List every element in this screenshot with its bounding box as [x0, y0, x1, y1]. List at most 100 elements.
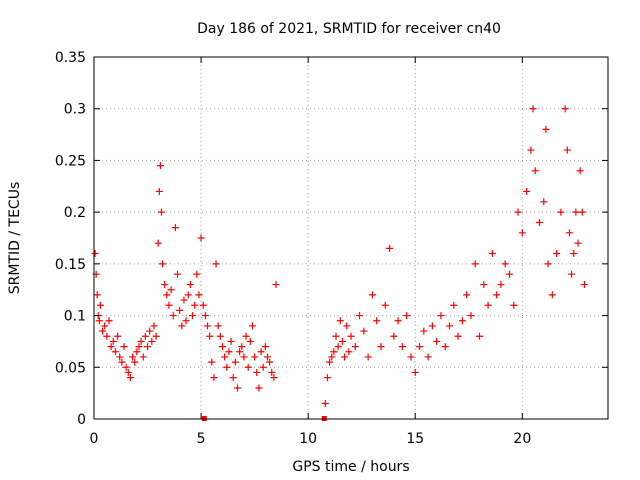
data-point: [424, 353, 432, 361]
data-point: [467, 312, 475, 320]
data-point: [360, 327, 368, 335]
data-point: [157, 208, 165, 216]
data-point: [514, 208, 522, 216]
data-point: [225, 348, 233, 356]
data-point: [330, 348, 338, 356]
data-point: [570, 250, 578, 258]
data-point: [221, 353, 229, 361]
x-axis-label: GPS time / hours: [292, 459, 409, 475]
data-point: [332, 332, 340, 340]
data-point: [574, 239, 582, 247]
data-point: [386, 244, 394, 252]
data-point: [458, 317, 466, 325]
data-point: [450, 301, 458, 309]
data-point: [488, 250, 496, 258]
data-point: [563, 146, 571, 154]
data-point: [238, 343, 246, 351]
data-point: [212, 260, 220, 268]
data-point: [529, 105, 537, 113]
data-point: [107, 343, 115, 351]
data-point: [114, 332, 122, 340]
data-point: [272, 281, 280, 289]
data-point: [242, 332, 250, 340]
data-point: [334, 343, 342, 351]
data-point: [244, 363, 252, 371]
data-point: [159, 260, 167, 268]
data-point: [345, 348, 353, 356]
data-point: [565, 229, 573, 237]
data-point: [540, 198, 548, 206]
data-point: [204, 322, 212, 330]
data-point: [373, 317, 381, 325]
data-point: [351, 343, 359, 351]
chart-title: Day 186 of 2021, SRMTID for receiver cn4…: [197, 21, 501, 37]
data-point: [93, 291, 101, 299]
data-point: [219, 343, 226, 351]
data-point: [261, 343, 269, 351]
data-point: [407, 353, 415, 361]
data-point: [497, 281, 505, 289]
data-point: [105, 317, 113, 325]
y-tick-label: 0.15: [55, 257, 86, 273]
data-point: [343, 322, 351, 330]
data-point: [154, 239, 162, 247]
x-tick-label: 5: [197, 431, 206, 447]
y-axis-label: SRMTID / TECUs: [7, 182, 23, 295]
data-point: [155, 187, 163, 195]
x-tick-label: 20: [513, 431, 531, 447]
data-point: [463, 291, 471, 299]
data-point: [176, 306, 184, 314]
data-points: [91, 105, 588, 421]
data-point: [137, 337, 145, 345]
data-point: [197, 234, 205, 242]
data-point: [505, 270, 513, 278]
data-point: [321, 399, 329, 407]
data-point: [229, 374, 237, 382]
data-point: [178, 322, 186, 330]
data-point: [544, 260, 552, 268]
data-point: [103, 332, 111, 340]
x-tick-label: 0: [90, 431, 99, 447]
data-point: [253, 368, 261, 376]
data-point: [368, 291, 376, 299]
data-point: [109, 337, 117, 345]
data-point: [161, 281, 169, 289]
data-point: [257, 348, 265, 356]
data-point: [167, 286, 175, 294]
data-point: [248, 322, 256, 330]
data-point: [493, 291, 501, 299]
data-point: [216, 332, 224, 340]
data-point: [580, 281, 588, 289]
data-point: [240, 353, 248, 361]
data-point: [99, 327, 107, 335]
data-point: [144, 343, 152, 351]
data-point: [523, 187, 531, 195]
data-point: [195, 291, 203, 299]
data-point: [553, 250, 561, 258]
data-point: [433, 337, 441, 345]
data-point: [131, 358, 139, 366]
data-point: [146, 327, 154, 335]
data-point: [398, 343, 406, 351]
data-point: [186, 281, 194, 289]
data-point: [576, 167, 584, 175]
data-point: [518, 229, 526, 237]
data-point: [268, 368, 276, 376]
data-point: [548, 291, 556, 299]
data-point: [163, 291, 171, 299]
data-point: [561, 105, 569, 113]
y-tick-label: 0.2: [64, 205, 86, 221]
data-point: [484, 301, 492, 309]
data-point: [437, 312, 445, 320]
data-point: [263, 353, 271, 361]
y-tick-label: 0.35: [55, 50, 86, 66]
data-point: [377, 343, 385, 351]
data-point: [381, 301, 389, 309]
data-point: [542, 125, 550, 133]
data-point: [364, 353, 372, 361]
data-point: [347, 332, 355, 340]
data-point: [227, 337, 235, 345]
data-point: [152, 332, 160, 340]
